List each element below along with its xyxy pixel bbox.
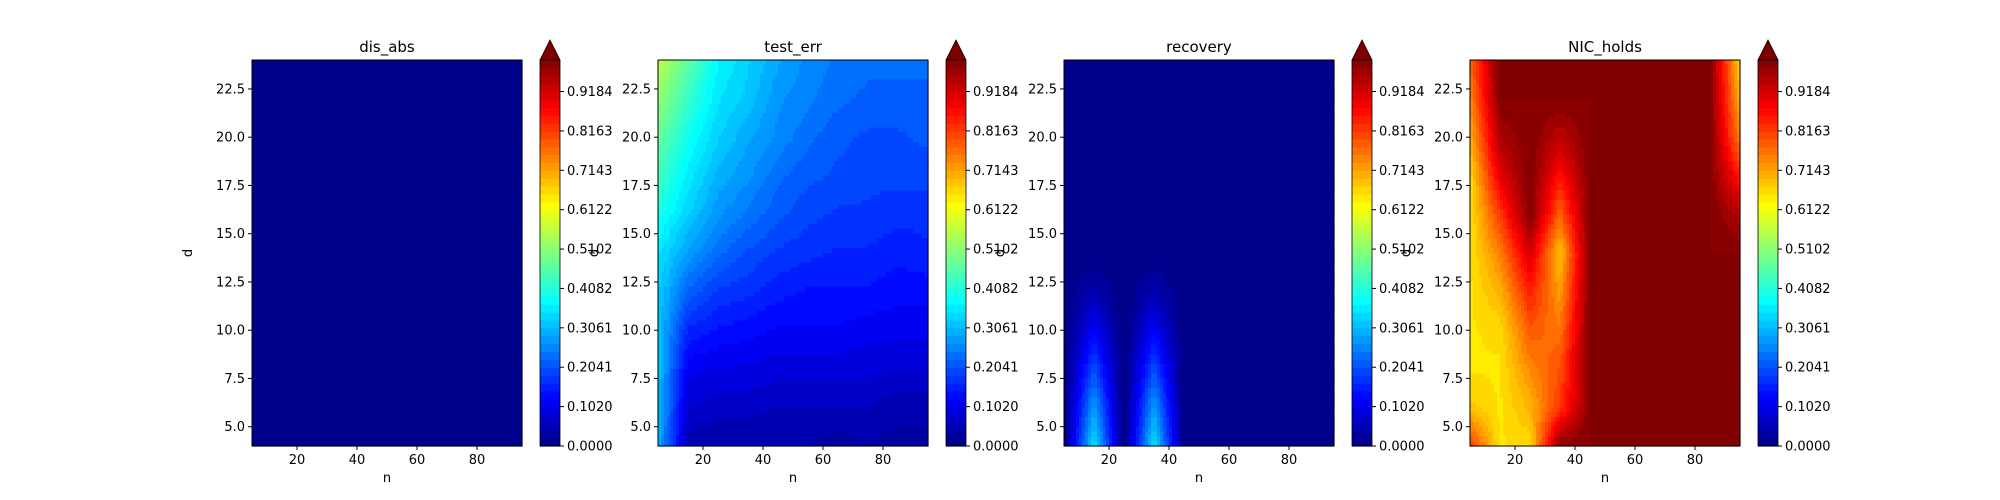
heatmap	[252, 60, 523, 447]
